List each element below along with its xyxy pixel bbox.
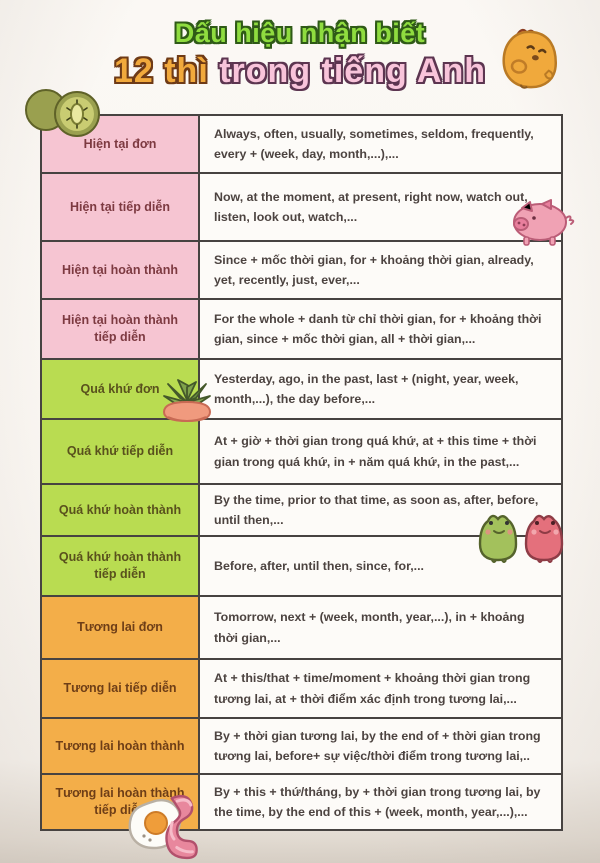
tense-name-cell: Quá khứ đơn: [42, 360, 200, 418]
signal-words-cell: For the whole + danh từ chỉ thời gian, f…: [200, 300, 561, 358]
title-line2: 12 thì trong tiếng Anh: [0, 52, 600, 91]
tense-name-cell: Quá khứ hoàn thành tiếp diễn: [42, 537, 200, 595]
tense-name-cell: Quá khứ hoàn thành: [42, 485, 200, 535]
tense-name-cell: Hiện tại hoàn thành: [42, 242, 200, 298]
table-row: Hiện tại tiếp diễn Now, at the moment, a…: [42, 174, 561, 242]
tense-name-cell: Tương lai hoàn thành tiếp diễn: [42, 775, 200, 829]
title-line1: Dấu hiệu nhận biết: [174, 18, 426, 48]
signal-words-cell: Yesterday, ago, in the past, last + (nig…: [200, 360, 561, 418]
title-line2-text: trong tiếng Anh: [208, 52, 487, 90]
signal-words-cell: Since + mốc thời gian, for + khoảng thời…: [200, 242, 561, 298]
table-row: Quá khứ hoàn thành tiếp diễn Before, aft…: [42, 537, 561, 597]
table-row: Quá khứ đơn Yesterday, ago, in the past,…: [42, 360, 561, 420]
signal-words-cell: Always, often, usually, sometimes, seldo…: [200, 116, 561, 172]
tense-name-cell: Hiện tại hoàn thành tiếp diễn: [42, 300, 200, 358]
tense-name-cell: Tương lai đơn: [42, 597, 200, 658]
table-row: Hiện tại hoàn thành tiếp diễn For the wh…: [42, 300, 561, 360]
tense-name-cell: Hiện tại đơn: [42, 116, 200, 172]
tense-name-cell: Tương lai tiếp diễn: [42, 660, 200, 717]
page-title: Dấu hiệu nhận biết 12 thì trong tiếng An…: [0, 18, 600, 91]
table-row: Quá khứ tiếp diễn At + giờ + thời gian t…: [42, 420, 561, 485]
tense-name-cell: Quá khứ tiếp diễn: [42, 420, 200, 483]
tense-name-cell: Hiện tại tiếp diễn: [42, 174, 200, 240]
table-row: Hiện tại hoàn thành Since + mốc thời gia…: [42, 242, 561, 300]
table-row: Quá khứ hoàn thành By the time, prior to…: [42, 485, 561, 537]
table-row: Tương lai tiếp diễn At + this/that + tim…: [42, 660, 561, 719]
tense-signal-table: Hiện tại đơn Always, often, usually, som…: [40, 114, 563, 831]
signal-words-cell: By the time, prior to that time, as soon…: [200, 485, 561, 535]
tense-name-cell: Tương lai hoàn thành: [42, 719, 200, 773]
signal-words-cell: Now, at the moment, at present, right no…: [200, 174, 561, 240]
signal-words-cell: By + this + thứ/tháng, by + thời gian tr…: [200, 775, 561, 829]
signal-words-cell: By + thời gian tương lai, by the end of …: [200, 719, 561, 773]
title-line2-number: 12 thì: [113, 52, 209, 90]
table-row: Hiện tại đơn Always, often, usually, som…: [42, 116, 561, 174]
signal-words-cell: At + this/that + time/moment + khoảng th…: [200, 660, 561, 717]
table-row: Tương lai hoàn thành tiếp diễn By + this…: [42, 775, 561, 829]
signal-words-cell: Before, after, until then, since, for,..…: [200, 537, 561, 595]
table-row: Tương lai đơn Tomorrow, next + (week, mo…: [42, 597, 561, 660]
signal-words-cell: At + giờ + thời gian trong quá khứ, at +…: [200, 420, 561, 483]
signal-words-cell: Tomorrow, next + (week, month, year,...)…: [200, 597, 561, 658]
table-row: Tương lai hoàn thành By + thời gian tươn…: [42, 719, 561, 775]
